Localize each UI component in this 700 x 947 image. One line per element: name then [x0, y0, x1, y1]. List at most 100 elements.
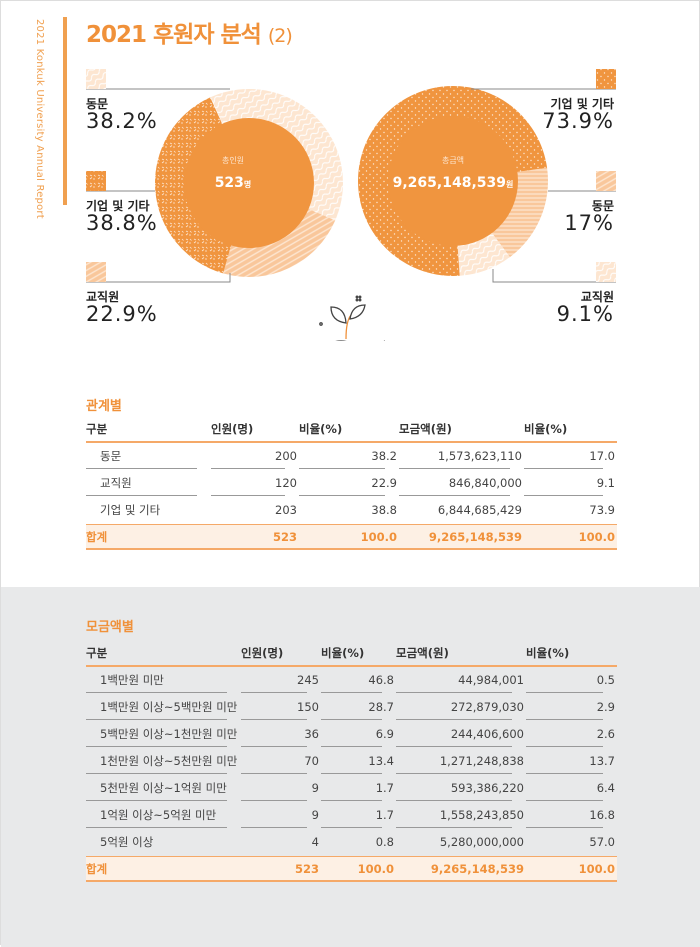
legend-label: 교직원 [580, 290, 614, 304]
table-cell: 0.8 [375, 835, 394, 849]
column-header: 구분 [86, 421, 211, 443]
legend-swatch-corporate [596, 69, 616, 89]
section-title-amount: 모금액별 [86, 620, 134, 635]
table-cell: 4 [311, 835, 319, 849]
column-header: 비율(%) [321, 645, 396, 667]
donut-people [154, 89, 343, 277]
table-cell: 245 [241, 667, 321, 694]
column-header: 비율(%) [299, 421, 399, 443]
donut-amount [357, 86, 548, 277]
table-cell: 16.8 [526, 802, 617, 829]
total-row: 합계 523 100.0 9,265,148,539 100.0 [86, 524, 617, 550]
table-cell: 203 [275, 503, 297, 517]
center-value: 523 [214, 175, 244, 191]
table-row: 기업 및 기타 203 38.8 6,844,685,429 73.9 [86, 497, 617, 524]
table-cell: 1,271,248,838 [396, 748, 526, 775]
legend-value: 9.1% [556, 302, 614, 326]
total-cell: 합계 [86, 856, 241, 882]
table-cell: 2.6 [526, 721, 617, 748]
leader-line [86, 273, 231, 283]
table-cell: 22.9 [299, 470, 399, 497]
amount-table: 구분 인원(명) 비율(%) 모금액(원) 비율(%) 1백만원 미만 245 46.8 44,… [86, 645, 617, 882]
table-row: 5천만원 이상~1억원 미만 9 1.7 593,386,220 6.4 [86, 775, 617, 802]
column-header: 구분 [86, 645, 241, 667]
table-cell: 동문 [86, 443, 211, 470]
legend-label: 기업 및 기타 [550, 97, 614, 111]
center-unit: 원 [506, 180, 514, 189]
column-header: 모금액(원) [399, 421, 524, 443]
table-cell: 17.0 [524, 443, 617, 470]
table-cell: 200 [211, 443, 299, 470]
legend-value: 22.9% [86, 302, 158, 326]
table-cell: 13.4 [321, 748, 396, 775]
side-accent-bar [63, 17, 67, 205]
table-cell: 1.7 [321, 775, 396, 802]
side-running-title: 2021 Konkuk University Annual Report [34, 19, 45, 219]
table-cell: 5백만원 이상~1천만원 미만 [86, 721, 241, 748]
donut-center [184, 118, 314, 248]
total-cell: 523 [241, 856, 321, 882]
table-cell: 1억원 이상~5억원 미만 [86, 802, 241, 829]
center-label: 총인원 [221, 156, 245, 165]
center-unit: 명 [243, 180, 252, 189]
column-header: 모금액(원) [396, 645, 526, 667]
center-value: 9,265,148,539 [392, 175, 506, 191]
table-cell: 244,406,600 [396, 721, 526, 748]
table-cell: 1.7 [321, 802, 396, 829]
legend-swatch-staff [596, 262, 616, 282]
table-header-row: 구분 인원(명) 비율(%) 모금액(원) 비율(%) [86, 421, 617, 443]
table-cell: 28.7 [321, 694, 396, 721]
legend-value: 38.8% [86, 211, 158, 235]
table-row: 1백만원 이상~5백만원 미만 150 28.7 272,879,030 2.9 [86, 694, 617, 721]
table-cell: 5천만원 이상~1억원 미만 [86, 775, 241, 802]
table-cell: 1백만원 이상~5백만원 미만 [86, 694, 241, 721]
table-cell: 38.2 [299, 443, 399, 470]
donut-charts [86, 69, 616, 341]
table-header-row: 구분 인원(명) 비율(%) 모금액(원) 비율(%) [86, 645, 617, 667]
table-cell: 6,844,685,429 [437, 503, 522, 517]
table-row: 1백만원 미만 245 46.8 44,984,001 0.5 [86, 667, 617, 694]
legend-label: 동문 [591, 199, 614, 213]
donut-center [388, 116, 518, 246]
table-cell: 73.9 [589, 503, 615, 517]
center-label: 총금액 [441, 156, 465, 165]
title-suffix: (2) [267, 25, 293, 47]
legend-label: 동문 [86, 97, 109, 111]
table-cell: 기업 및 기타 [100, 503, 161, 517]
table-cell: 6.4 [526, 775, 617, 802]
total-cell: 9,265,148,539 [399, 524, 524, 550]
table-cell: 44,984,001 [396, 667, 526, 694]
table-cell: 9 [241, 802, 321, 829]
legend-label: 교직원 [86, 290, 120, 304]
legend-label: 기업 및 기타 [86, 199, 150, 213]
column-header: 인원(명) [211, 421, 299, 443]
table-cell: 1백만원 미만 [86, 667, 241, 694]
column-header: 비율(%) [524, 421, 617, 443]
total-cell: 9,265,148,539 [396, 856, 526, 882]
table-cell: 1,573,623,110 [399, 443, 524, 470]
total-cell: 100.0 [526, 856, 617, 882]
page-title: 2021 후원자 분석 (2) [86, 15, 293, 49]
table-cell: 교직원 [86, 470, 211, 497]
legend-swatch-alumni [86, 69, 106, 89]
total-row: 합계 523 100.0 9,265,148,539 100.0 [86, 856, 617, 882]
table-cell: 593,386,220 [396, 775, 526, 802]
table-cell: 272,879,030 [396, 694, 526, 721]
legend-value: 73.9% [542, 109, 614, 133]
table-row: 1천만원 이상~5천만원 미만 70 13.4 1,271,248,838 13.7 [86, 748, 617, 775]
legend-swatch-staff [86, 262, 106, 282]
table-cell: 13.7 [526, 748, 617, 775]
title-main: 2021 후원자 분석 [86, 22, 262, 48]
table-row: 5백만원 이상~1천만원 미만 36 6.9 244,406,600 2.6 [86, 721, 617, 748]
table-cell: 5,280,000,000 [439, 835, 524, 849]
table-cell: 150 [241, 694, 321, 721]
leader-line [492, 269, 616, 283]
legend-value: 38.2% [86, 109, 158, 133]
total-cell: 100.0 [321, 856, 396, 882]
section-title-relation: 관계별 [86, 399, 122, 414]
table-row: 동문 200 38.2 1,573,623,110 17.0 [86, 443, 617, 470]
total-cell: 100.0 [299, 524, 399, 550]
column-header: 비율(%) [526, 645, 617, 667]
total-cell: 100.0 [524, 524, 617, 550]
table-cell: 1천만원 이상~5천만원 미만 [86, 748, 241, 775]
